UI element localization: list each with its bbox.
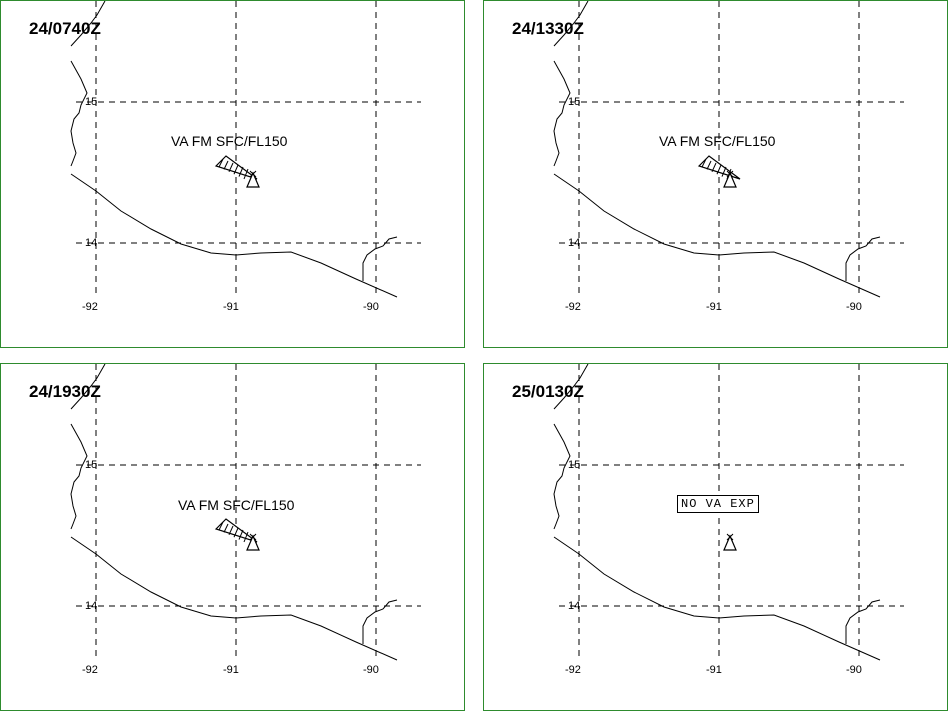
lat-label-14: 14 — [85, 237, 98, 249]
lat-label-15: 15 — [568, 96, 581, 108]
volcano-triangle-icon — [246, 170, 260, 188]
map-canvas — [70, 1, 421, 298]
lon-label-90: -90 — [846, 664, 862, 676]
map-panel-3: 24/1930Z 15 14 -92 -91 -90 VA FM SFC/FL1… — [0, 363, 465, 711]
coastline — [845, 236, 881, 281]
lat-label-15: 15 — [85, 459, 98, 471]
valid-time-label: 24/1930Z — [29, 382, 101, 401]
valid-time-label: 25/0130Z — [512, 382, 584, 401]
coastline — [362, 599, 398, 644]
coastline — [553, 1, 589, 47]
coastline — [553, 536, 881, 661]
coastline — [553, 60, 571, 167]
va-extent-label: VA FM SFC/FL150 — [178, 497, 295, 513]
lat-label-14: 14 — [568, 600, 581, 612]
map-canvas — [553, 1, 904, 298]
valid-time-label: 24/1330Z — [512, 19, 584, 38]
lat-label-15: 15 — [85, 96, 98, 108]
coastline — [362, 236, 398, 281]
volcano-triangle-icon — [723, 533, 737, 551]
coastline — [70, 173, 398, 298]
map-panel-2: 24/1330Z 15 14 -92 -91 -90 VA FM SFC/FL1… — [483, 0, 948, 348]
lon-label-92: -92 — [565, 301, 581, 313]
map-panel-1: 24/0740Z 15 14 -92 -91 -90 VA FM SFC/FL1… — [0, 0, 465, 348]
coastline — [553, 364, 589, 410]
lon-label-90: -90 — [846, 301, 862, 313]
lon-label-90: -90 — [363, 301, 379, 313]
lat-label-14: 14 — [568, 237, 581, 249]
volcanic-ash-extent-polygon — [214, 518, 258, 543]
map-canvas — [70, 364, 421, 661]
coastline — [845, 599, 881, 644]
lat-label-15: 15 — [568, 459, 581, 471]
coastline — [70, 364, 106, 410]
valid-time-label: 24/0740Z — [29, 19, 101, 38]
coastline — [70, 1, 106, 47]
map-canvas — [553, 364, 904, 661]
lon-label-91: -91 — [706, 664, 722, 676]
lon-label-91: -91 — [223, 301, 239, 313]
coastline — [70, 60, 88, 167]
va-extent-label: VA FM SFC/FL150 — [659, 133, 776, 149]
volcano-triangle-icon — [723, 170, 737, 188]
va-extent-label: VA FM SFC/FL150 — [171, 133, 288, 149]
no-va-expected-box: NO VA EXP — [677, 495, 759, 513]
lon-label-92: -92 — [82, 664, 98, 676]
lon-label-91: -91 — [223, 664, 239, 676]
coastline — [70, 536, 398, 661]
lon-label-90: -90 — [363, 664, 379, 676]
lon-label-92: -92 — [82, 301, 98, 313]
coastline — [553, 423, 571, 530]
volcanic-ash-extent-polygon — [214, 155, 258, 180]
lon-label-91: -91 — [706, 301, 722, 313]
coastline — [70, 423, 88, 530]
lat-label-14: 14 — [85, 600, 98, 612]
lon-label-92: -92 — [565, 664, 581, 676]
coastline — [553, 173, 881, 298]
volcano-triangle-icon — [246, 533, 260, 551]
map-panel-4: 25/0130Z 15 14 -92 -91 -90 NO VA EXP — [483, 363, 948, 711]
